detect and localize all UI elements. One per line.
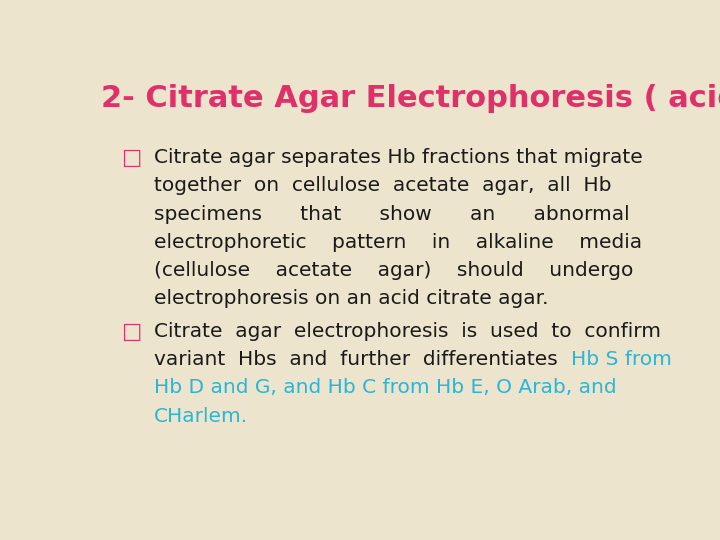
- Text: □: □: [121, 322, 141, 342]
- Text: 2- Citrate Agar Electrophoresis ( acid pH): 2- Citrate Agar Electrophoresis ( acid p…: [101, 84, 720, 112]
- Text: □: □: [121, 148, 141, 168]
- Text: electrophoretic    pattern    in    alkaline    media: electrophoretic pattern in alkaline medi…: [154, 233, 642, 252]
- Text: together  on  cellulose  acetate  agar,  all  Hb: together on cellulose acetate agar, all …: [154, 176, 612, 195]
- Text: Citrate agar separates Hb fractions that migrate: Citrate agar separates Hb fractions that…: [154, 148, 643, 167]
- Text: Hb S from: Hb S from: [571, 350, 672, 369]
- Text: Citrate  agar  electrophoresis  is  used  to  confirm: Citrate agar electrophoresis is used to …: [154, 322, 661, 341]
- Text: Hb D and G, and Hb C from Hb E, O Arab, and: Hb D and G, and Hb C from Hb E, O Arab, …: [154, 379, 617, 397]
- Text: specimens      that      show      an      abnormal: specimens that show an abnormal: [154, 205, 630, 224]
- Text: CHarlem.: CHarlem.: [154, 407, 248, 426]
- Text: (cellulose    acetate    agar)    should    undergo: (cellulose acetate agar) should undergo: [154, 261, 634, 280]
- Text: variant  Hbs  and  further  differentiates: variant Hbs and further differentiates: [154, 350, 571, 369]
- Text: electrophoresis on an acid citrate agar.: electrophoresis on an acid citrate agar.: [154, 289, 549, 308]
